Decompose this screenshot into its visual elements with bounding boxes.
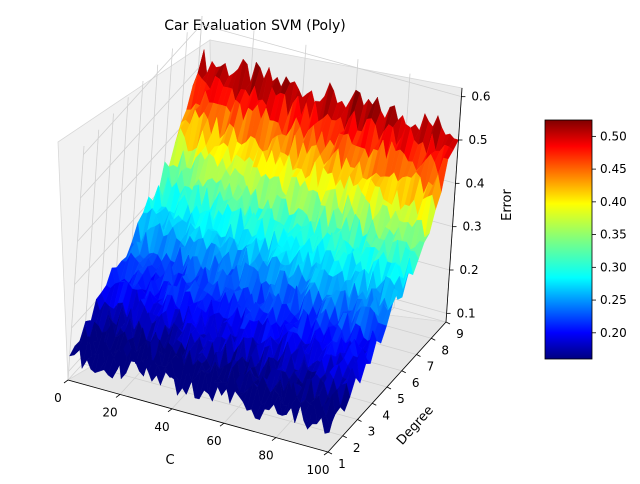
z-gridline: [83, 24, 202, 155]
x-tick-label: 60: [206, 434, 221, 448]
colorbar-ticks: 0.20 0.25 0.30 0.35 0.40 0.45 0.50: [592, 129, 627, 340]
colorbar-tick-label: 0.30: [600, 260, 627, 274]
y-tick-label: 2: [353, 441, 361, 455]
y-tick-mark: [401, 370, 406, 374]
x-tick-label: 20: [102, 405, 117, 419]
colorbar-tick-label: 0.40: [600, 195, 627, 209]
x-axis-label: C: [165, 453, 174, 468]
y-tick-mark: [386, 386, 392, 390]
colorbar-tick-label: 0.35: [600, 228, 627, 242]
x-tick-mark: [63, 379, 69, 384]
y-tick-mark: [357, 419, 362, 422]
z-tick-label: 0.2: [460, 263, 479, 277]
z-tick-label: 0.4: [465, 176, 484, 190]
z-tick-label: 0.6: [471, 90, 490, 104]
z-tick-label: 0.1: [457, 306, 476, 320]
y-tick-mark: [445, 321, 451, 325]
z-tick-label: 0.5: [468, 133, 487, 147]
y-tick-label: 3: [368, 425, 376, 439]
y-tick-label: 9: [456, 327, 464, 341]
y-tick-mark: [342, 435, 347, 439]
x-tick-mark: [219, 422, 225, 427]
colorbar-tick-label: 0.50: [600, 129, 627, 143]
z-axis-line: [445, 87, 463, 323]
z-gridline: [77, 111, 196, 242]
y-tick-label: 6: [412, 376, 420, 390]
z-gridline: [80, 67, 199, 199]
y-tick-mark: [416, 354, 421, 357]
z-gridline: [201, 24, 462, 98]
y-tick-mark: [327, 451, 333, 455]
x-tick-label: 100: [307, 463, 330, 477]
x-tick-label: 80: [258, 449, 273, 463]
z-axis-label: Error: [500, 189, 515, 221]
x-tick-label: 0: [54, 391, 62, 405]
y-tick-label: 8: [441, 343, 449, 357]
z-tick-label: 0.3: [463, 220, 482, 234]
x-tick-label: 40: [154, 420, 169, 434]
y-tick-label: 7: [427, 360, 435, 374]
x-tick-mark: [167, 408, 173, 413]
y-tick-label: 1: [338, 457, 346, 471]
y-tick-mark: [372, 402, 377, 406]
colorbar-tick-label: 0.25: [600, 293, 627, 307]
x-tick-mark: [323, 451, 329, 456]
colorbar-tick-label: 0.45: [600, 162, 627, 176]
x-axis-ticks: 0 20 40 60 80 100: [54, 379, 330, 477]
y-tick-label: 4: [382, 408, 390, 422]
chart-title: Car Evaluation SVM (Poly): [164, 18, 345, 34]
error-surface: [69, 49, 459, 434]
z-axis-ticks: 0.1 0.2 0.3 0.4 0.5 0.6: [446, 90, 491, 320]
x-axis-line: [67, 379, 329, 453]
y-tick-mark: [431, 337, 436, 341]
x-tick-mark: [271, 437, 277, 441]
y-gridline: [67, 145, 85, 381]
surface-patch: [324, 409, 336, 434]
y-axis-label: Degree: [394, 403, 437, 448]
x-tick-mark: [115, 394, 121, 398]
colorbar-tick-label: 0.20: [600, 326, 627, 340]
colorbar: [544, 119, 593, 360]
y-tick-label: 5: [397, 392, 405, 406]
